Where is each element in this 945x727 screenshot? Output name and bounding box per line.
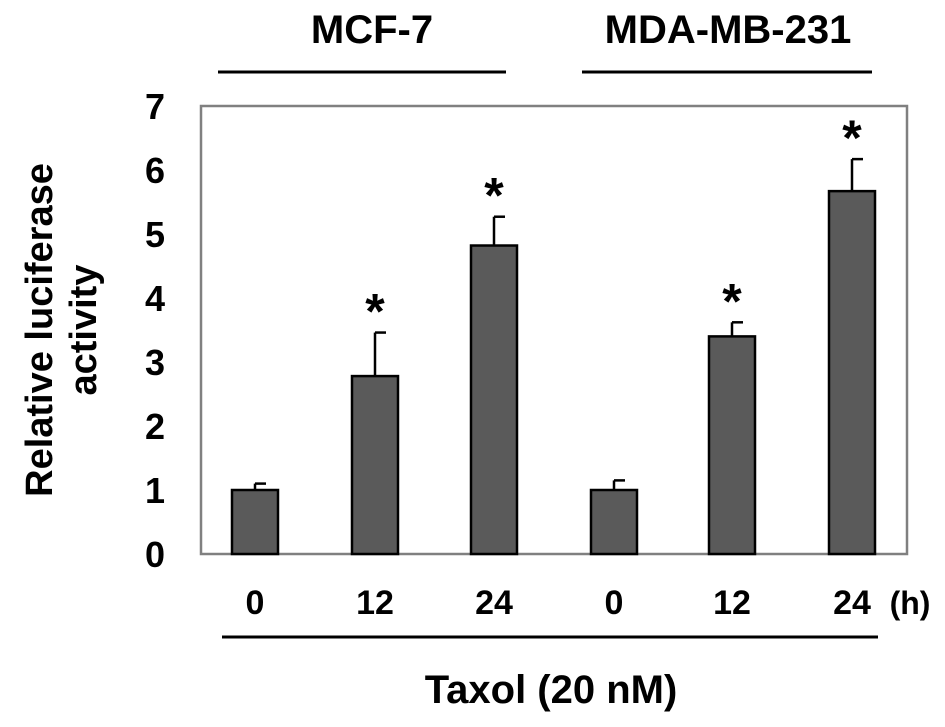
- bar-0: [230, 488, 280, 556]
- x-tick-label-0: 0: [246, 584, 265, 622]
- y-axis-title: Relative luciferase activity: [19, 163, 105, 497]
- x-tick-label-3: 0: [605, 584, 624, 622]
- bars-layer: * * * *: [230, 110, 877, 556]
- y-axis-title-line-1: Relative luciferase: [19, 163, 61, 497]
- x-axis-title: Taxol (20 nM): [425, 668, 678, 712]
- x-tick-label-1: 12: [356, 584, 394, 622]
- y-tick-label-6: 6: [145, 150, 165, 191]
- bar-5: [827, 189, 877, 556]
- significance-marker-5: *: [842, 110, 862, 166]
- x-unit-label: (h): [890, 585, 931, 621]
- significance-marker-1: *: [365, 284, 385, 340]
- bar-1: [350, 374, 400, 556]
- y-tick-labels: 0 1 2 3 4 5 6 7: [145, 86, 165, 575]
- group-title-mda: MDA-MB-231: [605, 8, 852, 52]
- y-tick-label-0: 0: [145, 534, 165, 575]
- x-tick-label-5: 24: [833, 584, 871, 622]
- y-tick-label-7: 7: [145, 86, 165, 127]
- x-tick-labels: 0 12 24 0 12 24: [246, 584, 871, 622]
- group-title-mcf7: MCF-7: [311, 8, 433, 52]
- x-tick-label-4: 12: [713, 584, 751, 622]
- significance-marker-2: *: [484, 168, 504, 224]
- y-axis-title-line-2: activity: [63, 265, 105, 396]
- y-tick-label-1: 1: [145, 470, 165, 511]
- significance-marker-4: *: [722, 273, 742, 329]
- y-tick-label-4: 4: [145, 278, 165, 319]
- x-tick-label-2: 24: [475, 584, 513, 622]
- y-tick-label-2: 2: [145, 406, 165, 447]
- bar-2: [469, 244, 519, 556]
- bar-4: [707, 335, 757, 556]
- bar-3: [589, 488, 639, 556]
- y-tick-label-5: 5: [145, 214, 165, 255]
- y-tick-label-3: 3: [145, 342, 165, 383]
- plot-frame: [199, 104, 909, 556]
